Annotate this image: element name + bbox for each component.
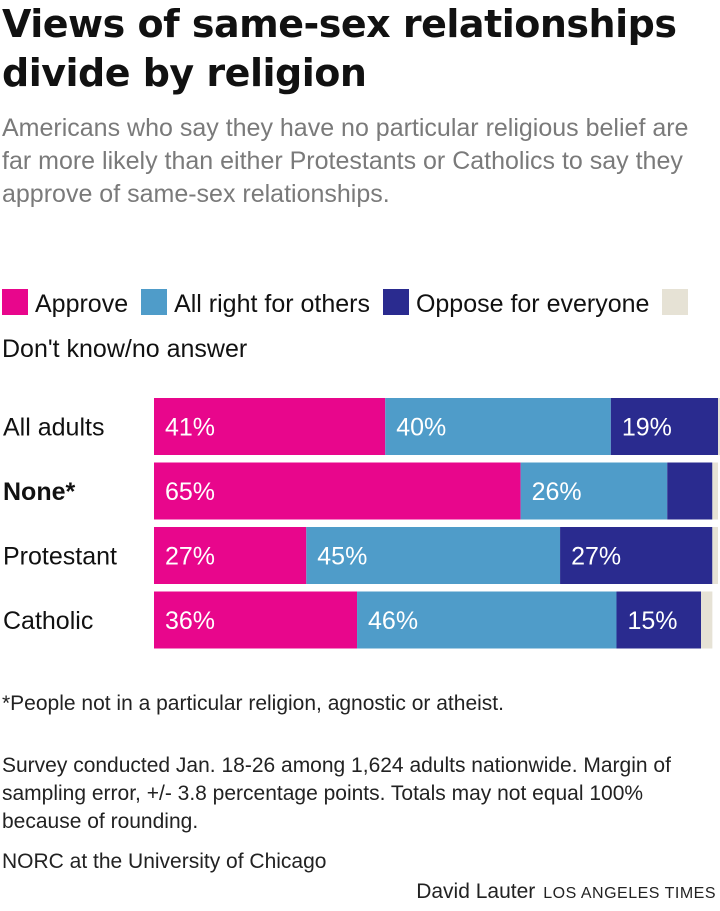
data-label-protestant-all-right-for-others: 45% bbox=[317, 543, 367, 571]
bar-segment-protestant-approve bbox=[154, 527, 307, 584]
data-label-catholic-all-right-for-others: 46% bbox=[368, 607, 418, 635]
credit-line: David Lauter LOS ANGELES TIMES bbox=[416, 878, 716, 908]
category-label-all-adults: All adults bbox=[3, 414, 104, 442]
data-label-catholic-approve: 36% bbox=[165, 607, 215, 635]
category-label-protestant: Protestant bbox=[3, 543, 117, 571]
data-label-protestant-oppose-for-everyone: 27% bbox=[571, 543, 621, 571]
credit-author: David Lauter bbox=[416, 880, 536, 903]
bar-segment-none-oppose-for-everyone bbox=[667, 462, 713, 520]
legend-swatch-dont-know bbox=[662, 289, 689, 315]
bar-segment-protestant-oppose-for-everyone bbox=[560, 527, 713, 584]
data-label-catholic-oppose-for-everyone: 15% bbox=[627, 607, 677, 635]
bar-segment-all-adults-don-t-know-no-answer bbox=[718, 398, 720, 455]
bar-segment-all-adults-approve bbox=[154, 398, 386, 455]
data-label-none-all-right-for-others: 26% bbox=[532, 478, 582, 506]
legend-item-oppose: Oppose for everyone bbox=[382, 289, 650, 318]
category-label-none: None* bbox=[3, 478, 76, 506]
legend: Approve All right for others Oppose for … bbox=[2, 282, 718, 372]
legend-swatch-oppose bbox=[382, 289, 409, 315]
legend-label-dont-know: Don't know/no answer bbox=[2, 335, 248, 363]
bar-segment-all-adults-all-right-for-others bbox=[385, 398, 611, 455]
chart-title: Views of same-sex relationships divide b… bbox=[2, 2, 677, 95]
data-label-protestant-approve: 27% bbox=[165, 543, 215, 571]
legend-swatch-approve bbox=[2, 289, 28, 315]
legend-item-approve: Approve bbox=[2, 289, 129, 318]
bar-segment-none-don-t-know-no-answer bbox=[712, 462, 718, 520]
bar-segment-catholic-don-t-know-no-answer bbox=[701, 591, 713, 649]
bar-segment-catholic-approve bbox=[154, 591, 358, 649]
data-label-all-adults-oppose-for-everyone: 19% bbox=[622, 414, 672, 442]
category-label-catholic: Catholic bbox=[3, 607, 93, 635]
credit-publication: LOS ANGELES TIMES bbox=[543, 885, 716, 902]
chart-subtitle: Americans who say they have no particula… bbox=[2, 114, 689, 208]
legend-label-approve: Approve bbox=[35, 290, 129, 318]
data-label-all-adults-all-right-for-others: 40% bbox=[396, 414, 446, 442]
legend-label-oppose: Oppose for everyone bbox=[415, 290, 650, 318]
bar-segment-catholic-all-right-for-others bbox=[357, 591, 617, 649]
bar-segment-all-adults-oppose-for-everyone bbox=[610, 398, 718, 455]
bar-segment-protestant-all-right-for-others bbox=[306, 527, 561, 584]
source-note: NORC at the University of Chicago bbox=[2, 850, 327, 873]
bar-segment-catholic-oppose-for-everyone bbox=[616, 591, 702, 649]
footnote: *People not in a particular religion, ag… bbox=[2, 692, 504, 715]
survey-note: Survey conducted Jan. 18-26 among 1,624 … bbox=[2, 754, 671, 833]
legend-item-all-right: All right for others bbox=[141, 289, 370, 318]
legend-label-all-right: All right for others bbox=[174, 290, 370, 318]
data-label-all-adults-approve: 41% bbox=[165, 414, 215, 442]
stacked-bar-chart: All adults 41% 40% 19% None* 65% 26% Protestant… bbox=[3, 398, 720, 649]
legend-swatch-all-right bbox=[141, 289, 168, 315]
bar-segment-protestant-don-t-know-no-answer bbox=[712, 527, 718, 584]
bar-segment-none-all-right-for-others bbox=[520, 462, 668, 520]
bar-segment-none-approve bbox=[154, 462, 521, 520]
legend-item-dont-know: Don't know/no answer bbox=[2, 289, 695, 363]
data-label-none-approve: 65% bbox=[165, 478, 215, 506]
